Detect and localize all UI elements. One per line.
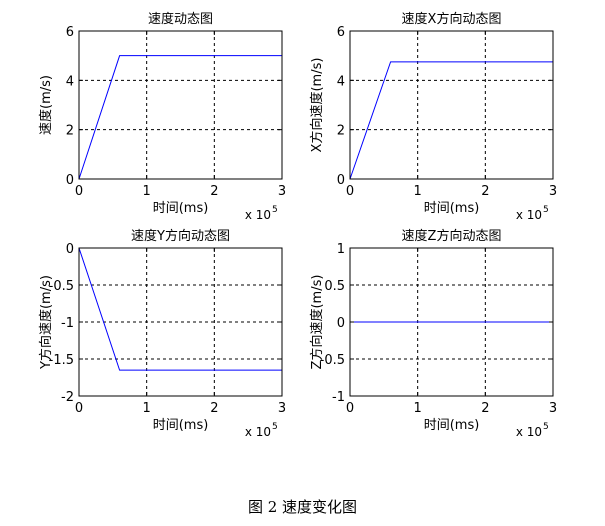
- y-tick-label: -1: [332, 390, 345, 405]
- x-tick-label: 1: [143, 184, 151, 199]
- x-exponent-label: x 10: [516, 425, 542, 439]
- chart-title: 速度Z方向动态图: [402, 228, 502, 244]
- series-line-1: [349, 61, 553, 180]
- y-tick-label: 4: [66, 74, 74, 89]
- x-tick-label: 2: [481, 184, 489, 199]
- y-tick-label: 4: [337, 74, 345, 89]
- x-tick-label: 3: [549, 184, 557, 199]
- y-axis-label: 速度(m/s): [38, 75, 54, 135]
- chart-title: 速度Y方向动态图: [131, 228, 230, 244]
- chart-title: 速度动态图: [148, 11, 213, 27]
- y-tick-label: 2: [66, 124, 74, 139]
- x-exponent-power: 5: [543, 205, 549, 215]
- series-line-1: [78, 55, 282, 180]
- chart-title: 速度X方向动态图: [402, 11, 502, 27]
- figure-caption: 图 2 速度变化图: [247, 498, 358, 516]
- y-axis-label: X方向速度(m/s): [309, 58, 325, 153]
- x-tick-label: 3: [549, 401, 557, 416]
- y-tick-label: 6: [337, 25, 345, 40]
- y-tick-label: 0: [66, 173, 74, 188]
- x-exponent-power: 5: [272, 422, 278, 432]
- y-tick-label: 0: [66, 242, 74, 257]
- x-tick-label: 3: [278, 401, 286, 416]
- x-tick-label: 2: [210, 184, 218, 199]
- axes-frame: [78, 30, 283, 180]
- y-axis-label: Z方向速度(m/s): [309, 275, 325, 370]
- x-axis-label: 时间(ms): [153, 201, 209, 216]
- y-tick-label: -2: [61, 390, 74, 405]
- x-exponent-label: x 10: [245, 208, 271, 222]
- y-tick-label: 0.5: [324, 279, 345, 294]
- x-tick-label: 3: [278, 184, 286, 199]
- y-tick-label: 0: [337, 316, 345, 331]
- x-tick-label: 0: [75, 401, 83, 416]
- x-tick-label: 0: [346, 401, 354, 416]
- x-axis-label: 时间(ms): [424, 201, 480, 216]
- y-tick-label: -1.5: [49, 353, 74, 368]
- y-axis-label: Y方向速度(m/s): [38, 275, 54, 370]
- y-tick-label: 2: [337, 124, 345, 139]
- x-tick-label: 2: [481, 401, 489, 416]
- y-tick-label: 6: [66, 25, 74, 40]
- x-exponent-power: 5: [543, 422, 549, 432]
- x-exponent-label: x 10: [516, 208, 542, 222]
- y-tick-label: -1: [61, 316, 74, 331]
- x-axis-label: 时间(ms): [424, 418, 480, 433]
- x-tick-label: 0: [75, 184, 83, 199]
- series-line-1: [78, 247, 282, 371]
- y-tick-label: -0.5: [49, 279, 74, 294]
- x-exponent-label: x 10: [245, 425, 271, 439]
- axes-frame: [349, 30, 554, 180]
- plot-area: [350, 31, 553, 179]
- x-tick-label: 1: [414, 184, 422, 199]
- x-tick-label: 1: [143, 401, 151, 416]
- x-tick-label: 1: [414, 401, 422, 416]
- y-tick-label: 0: [337, 173, 345, 188]
- x-exponent-power: 5: [272, 205, 278, 215]
- plot-area: [79, 31, 282, 179]
- y-tick-label: 1: [337, 242, 345, 257]
- x-axis-label: 时间(ms): [153, 418, 209, 433]
- y-tick-label: -0.5: [320, 353, 345, 368]
- x-tick-label: 2: [210, 401, 218, 416]
- x-tick-label: 0: [346, 184, 354, 199]
